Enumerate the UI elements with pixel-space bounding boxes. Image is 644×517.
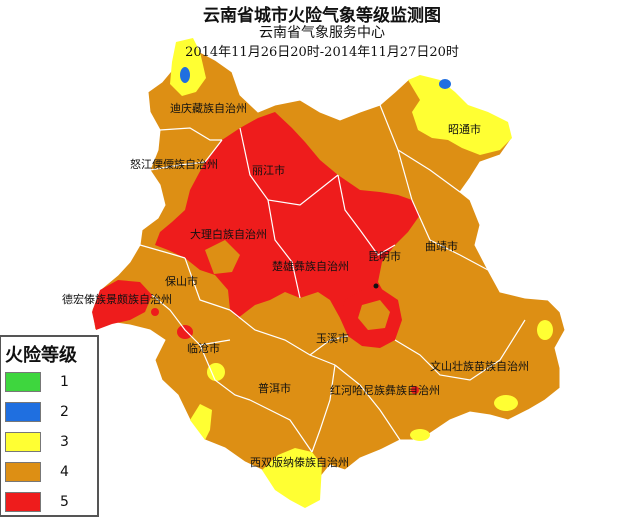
label-kunming: 昆明市 xyxy=(368,249,401,263)
legend-item: 2 xyxy=(5,397,97,427)
legend-level: 5 xyxy=(60,494,69,510)
city-dot-kunming xyxy=(373,283,379,289)
legend-swatch xyxy=(5,402,41,422)
yellow-zone-northeast xyxy=(408,75,512,155)
legend-title: 火险等级 xyxy=(5,345,77,366)
legend-swatch xyxy=(5,492,41,512)
red-zone-west xyxy=(92,280,152,330)
red-spot-honghe xyxy=(411,386,419,394)
map-title: 云南省城市火险气象等级监测图 xyxy=(203,6,441,26)
yellow-spot-southeast xyxy=(494,395,518,411)
label-lijiang: 丽江市 xyxy=(252,163,285,177)
label-dali: 大理白族自治州 xyxy=(190,227,267,241)
legend-item: 1 xyxy=(5,367,97,397)
prefecture-boundaries xyxy=(139,104,526,453)
label-chuxiong: 楚雄彝族自治州 xyxy=(272,259,349,273)
red-spot-lincang xyxy=(177,325,193,339)
yellow-spot-lincang xyxy=(207,363,225,381)
label-qujing: 曲靖市 xyxy=(425,239,458,253)
blue-spot-zhaotong xyxy=(439,79,451,89)
label-zhaotong: 昭通市 xyxy=(448,122,481,136)
label-baoshan: 保山市 xyxy=(165,274,198,288)
legend-level: 3 xyxy=(60,434,69,450)
legend-level: 1 xyxy=(60,374,69,390)
label-xishuangbanna: 西双版纳傣族自治州 xyxy=(250,455,349,469)
map-period: 2014年11月26日20时-2014年11月27日20时 xyxy=(185,45,459,60)
label-dehong: 德宏傣族景颇族自治州 xyxy=(62,292,172,306)
label-nujiang: 怒江傈僳族自治州 xyxy=(130,157,218,171)
yellow-zone-northwest xyxy=(170,38,206,96)
label-wenshan: 文山壮族苗族自治州 xyxy=(430,359,529,373)
label-honghe: 红河哈尼族彝族自治州 xyxy=(330,383,440,397)
orange-pocket-kunming xyxy=(358,300,390,330)
legend-item: 4 xyxy=(5,457,97,487)
yellow-zone-southwest xyxy=(190,404,212,440)
yellow-spot-honghe xyxy=(410,429,430,441)
legend-swatch xyxy=(5,432,41,452)
legend: 火险等级 1 2 3 4 5 xyxy=(0,335,99,517)
legend-level: 2 xyxy=(60,404,69,420)
label-puer: 普洱市 xyxy=(258,381,291,395)
orange-pocket-dali xyxy=(205,240,240,274)
blue-spot-diqing xyxy=(180,67,190,83)
legend-level: 4 xyxy=(60,464,69,480)
legend-item: 3 xyxy=(5,427,97,457)
label-lincang: 临沧市 xyxy=(187,341,220,355)
yellow-zone-south xyxy=(262,448,322,508)
red-spot-dehong xyxy=(151,308,159,316)
map-subtitle: 云南省气象服务中心 xyxy=(259,25,385,41)
yellow-spot-east xyxy=(537,320,553,340)
legend-swatch xyxy=(5,372,41,392)
red-zone-central xyxy=(155,112,420,345)
legend-item: 5 xyxy=(5,487,97,517)
label-yuxi: 玉溪市 xyxy=(316,331,349,345)
label-diqing: 迪庆藏族自治州 xyxy=(170,101,247,115)
legend-swatch xyxy=(5,462,41,482)
